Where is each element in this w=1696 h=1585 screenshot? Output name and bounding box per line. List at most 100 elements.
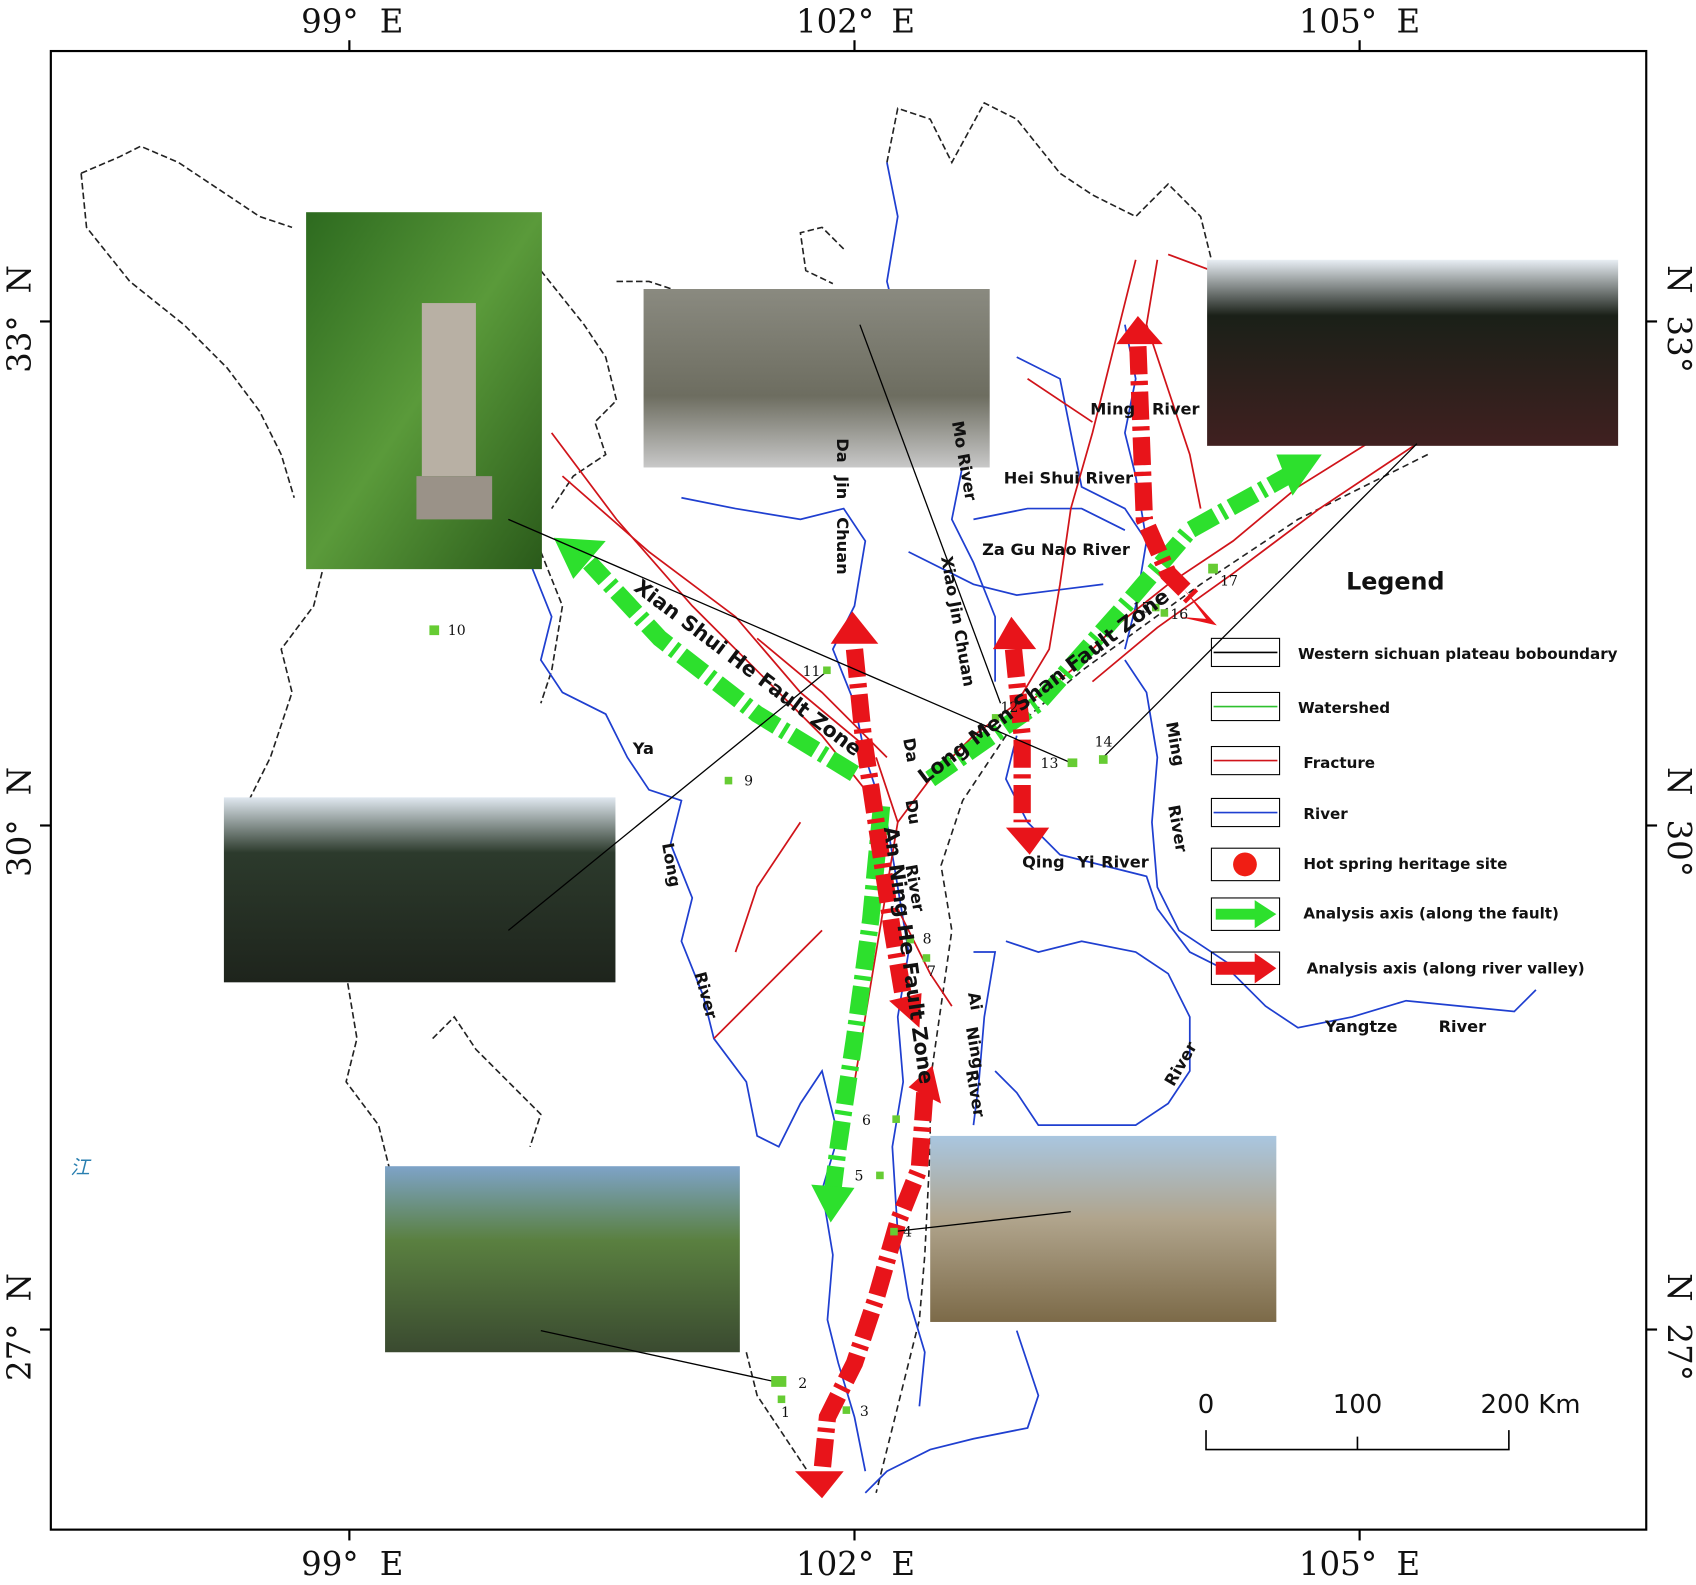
- river-label: Za Gu Nao River: [982, 540, 1130, 559]
- site-labels: 1 2 3 4 5 6 7 8 9 10 11 12 13 14 15 16 1…: [448, 573, 1238, 1421]
- lon-label: 102°: [796, 1545, 874, 1583]
- lon-hemisphere: E: [891, 3, 915, 41]
- site-label: 15: [1132, 600, 1150, 616]
- photo: [1207, 259, 1619, 446]
- river-axis-heads: [795, 316, 1217, 1499]
- river-label: Da: [833, 438, 852, 462]
- site-label: 12: [1001, 700, 1019, 716]
- fault-axes: [583, 468, 1292, 1192]
- lon-label: 105°: [1299, 3, 1377, 41]
- lat-label: 33°: [1660, 315, 1696, 373]
- river-label: Jin: [833, 475, 852, 499]
- site-label: 17: [1220, 573, 1238, 589]
- site-label: 13: [1041, 756, 1059, 772]
- legend-box: [1210, 745, 1281, 776]
- legend-item: Western sichuan plateau boboundary: [1298, 645, 1618, 663]
- scale-label: 200 Km: [1480, 1390, 1580, 1420]
- site-label: 14: [1095, 735, 1113, 751]
- site-label: 5: [854, 1168, 863, 1184]
- photo-detail: [421, 303, 476, 477]
- scale-bar: 0 100 200 Km: [1198, 1390, 1581, 1451]
- fault-axis-heads: [553, 454, 1322, 1223]
- lon-hemisphere: E: [380, 3, 404, 41]
- river-label: Ai: [964, 991, 986, 1012]
- river-label: Xiao Jin Chuan: [937, 555, 979, 688]
- site-label: 7: [927, 964, 936, 980]
- river-label: River: [691, 970, 722, 1021]
- scale-label: 0: [1198, 1390, 1215, 1420]
- lat-label: 33°: [0, 315, 38, 373]
- lat-label: 30°: [0, 819, 38, 877]
- legend-title: Legend: [1346, 568, 1444, 596]
- legend-box: [1210, 951, 1281, 986]
- lat-hemisphere: N: [0, 1273, 38, 1301]
- site-label: 2: [798, 1376, 807, 1392]
- legend-box: [1210, 637, 1281, 668]
- lat-hemisphere: N: [0, 767, 38, 795]
- lon-label: 102°: [796, 3, 874, 41]
- legend-box: [1210, 797, 1281, 828]
- lat-hemisphere: N: [1660, 1273, 1696, 1301]
- site-label: 8: [923, 931, 932, 947]
- scale-line: [1205, 1430, 1510, 1451]
- river-axes: [813, 346, 1202, 1473]
- river-label: River: [1152, 399, 1200, 418]
- site-markers: [429, 563, 1218, 1414]
- river-label: Yangtze: [1324, 1017, 1398, 1036]
- site-label: 11: [803, 664, 821, 680]
- lon-label: 105°: [1299, 1545, 1377, 1583]
- river-label: Qing: [1022, 853, 1065, 872]
- legend-item: Analysis axis (along the fault): [1303, 905, 1559, 923]
- photo-detail: [416, 476, 493, 520]
- lon-label: 99°: [301, 3, 359, 41]
- lon-hemisphere: E: [891, 1545, 915, 1583]
- river-label: Ning: [962, 1025, 988, 1070]
- site-label: 10: [448, 623, 466, 639]
- site-label: 6: [862, 1113, 871, 1129]
- lon-hemisphere: E: [1396, 1545, 1420, 1583]
- photo: [223, 797, 616, 983]
- legend-item: River: [1303, 805, 1348, 823]
- coordinate-labels: 99° E 102° E 105° E 99° E 102° E 105° E …: [0, 3, 1696, 1583]
- photo-leaders: [507, 324, 1418, 1384]
- river-label: River: [1101, 853, 1149, 872]
- river-label: Ming: [1090, 399, 1135, 418]
- legend-item: Fracture: [1303, 754, 1375, 772]
- legend-item: Analysis axis (along river valley): [1307, 960, 1585, 978]
- watershed-boundary: [875, 453, 1429, 1494]
- river-label: Hei Shui River: [1004, 469, 1133, 488]
- river-label: Long: [658, 841, 684, 888]
- river-label: Yi: [1076, 853, 1094, 872]
- site-label: 3: [860, 1404, 869, 1420]
- legend-swatch: [1233, 852, 1257, 877]
- river-label: Du: [901, 798, 924, 826]
- photo: [643, 289, 990, 468]
- river-label: Chuan: [833, 517, 852, 575]
- lat-hemisphere: N: [0, 265, 38, 293]
- map-label: 江: [70, 1156, 92, 1179]
- lon-hemisphere: E: [380, 1545, 404, 1583]
- lat-hemisphere: N: [1660, 265, 1696, 293]
- lat-label: 27°: [1660, 1323, 1696, 1381]
- site-label: 4: [903, 1225, 912, 1241]
- river-label: Da: [899, 736, 922, 763]
- map-frame: [49, 49, 1648, 1531]
- fractures: [550, 253, 1418, 1082]
- lat-hemisphere: N: [1660, 767, 1696, 795]
- river-label: Ming: [1162, 720, 1189, 767]
- photo: [385, 1166, 740, 1353]
- fault-label: Xian Shui He Fault Zone: [630, 575, 866, 761]
- site-label: 16: [1170, 607, 1188, 623]
- scale-label: 100: [1333, 1390, 1383, 1420]
- lat-label: 27°: [0, 1323, 38, 1381]
- legend-item: Hot spring heritage site: [1303, 855, 1507, 873]
- lat-label: 30°: [1660, 819, 1696, 877]
- photos: [223, 212, 1619, 1353]
- legend-item: Watershed: [1298, 699, 1390, 717]
- site-label: 9: [744, 773, 753, 789]
- legend-swatch: [1215, 900, 1277, 929]
- lon-hemisphere: E: [1396, 3, 1420, 41]
- legend-box: [1210, 847, 1281, 882]
- site-label: 1: [781, 1405, 790, 1421]
